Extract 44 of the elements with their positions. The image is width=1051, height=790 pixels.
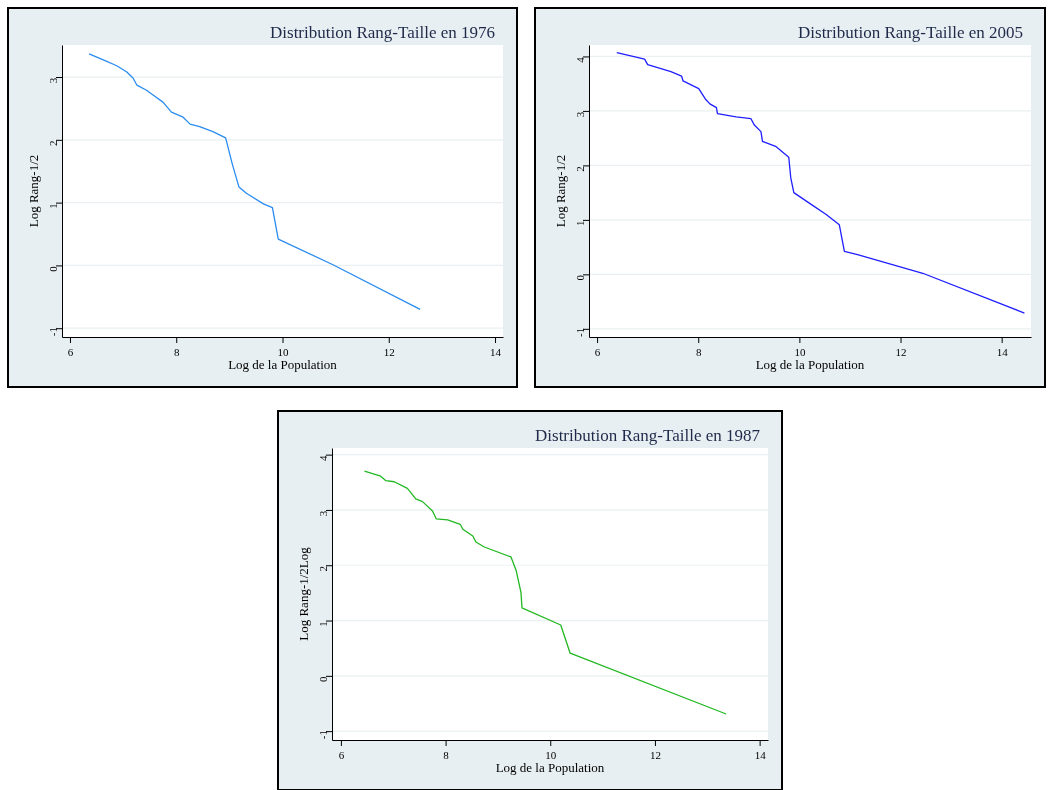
x-tick-label: 10 bbox=[794, 345, 806, 358]
y-axis-title: Log Rang-1/2Log bbox=[296, 546, 311, 641]
x-tick-label: 10 bbox=[277, 345, 289, 358]
x-tick-label: 14 bbox=[490, 345, 502, 358]
y-tick-label: 0 bbox=[46, 265, 59, 272]
y-tick-label: 4 bbox=[316, 454, 329, 461]
x-tick-label: 6 bbox=[67, 345, 74, 358]
x-tick-label: 12 bbox=[383, 345, 395, 358]
line-series bbox=[88, 53, 421, 311]
y-tick-label: 3 bbox=[316, 510, 329, 517]
x-tick-label: 10 bbox=[545, 748, 557, 761]
chart-title: Distribution Rang-Taille en 1976 bbox=[270, 23, 495, 42]
y-tick-label: 2 bbox=[46, 140, 59, 147]
y-tick-label: 2 bbox=[573, 166, 586, 172]
x-tick-label: 14 bbox=[996, 345, 1009, 358]
chart-title: Distribution Rang-Taille en 1987 bbox=[535, 426, 761, 445]
line-series bbox=[616, 51, 1026, 314]
y-tick-label: 0 bbox=[573, 274, 586, 281]
y-tick-label: 1 bbox=[46, 203, 59, 209]
y-tick-label: -1 bbox=[573, 327, 586, 337]
y-tick-label: 2 bbox=[316, 565, 329, 572]
x-axis-title: Log de la Population bbox=[495, 760, 605, 775]
y-axis-title: Log Rang-1/2 bbox=[26, 154, 41, 228]
x-tick-label: 12 bbox=[895, 345, 907, 358]
y-tick-label: 3 bbox=[573, 111, 586, 118]
line-series bbox=[363, 470, 727, 715]
y-tick-label: 1 bbox=[573, 220, 586, 227]
y-tick-label: 1 bbox=[316, 621, 329, 627]
x-tick-label: 6 bbox=[594, 345, 601, 358]
x-axis-title: Log de la Population bbox=[755, 357, 865, 372]
y-tick-label: -1 bbox=[316, 730, 329, 740]
x-axis-title: Log de la Population bbox=[228, 357, 338, 372]
y-tick-label: 4 bbox=[573, 56, 586, 63]
y-tick-label: 3 bbox=[46, 77, 59, 84]
chart-title: Distribution Rang-Taille en 2005 bbox=[798, 23, 1023, 42]
x-tick-label: 12 bbox=[649, 748, 661, 761]
y-tick-label: 0 bbox=[316, 676, 329, 683]
x-tick-label: 14 bbox=[754, 748, 767, 761]
x-tick-label: 8 bbox=[443, 748, 450, 761]
y-axis-title: Log Rang-1/2 bbox=[553, 154, 568, 228]
x-tick-label: 8 bbox=[695, 345, 702, 358]
y-tick-label: -1 bbox=[46, 327, 59, 337]
x-tick-label: 6 bbox=[338, 748, 345, 761]
x-tick-label: 8 bbox=[173, 345, 180, 358]
